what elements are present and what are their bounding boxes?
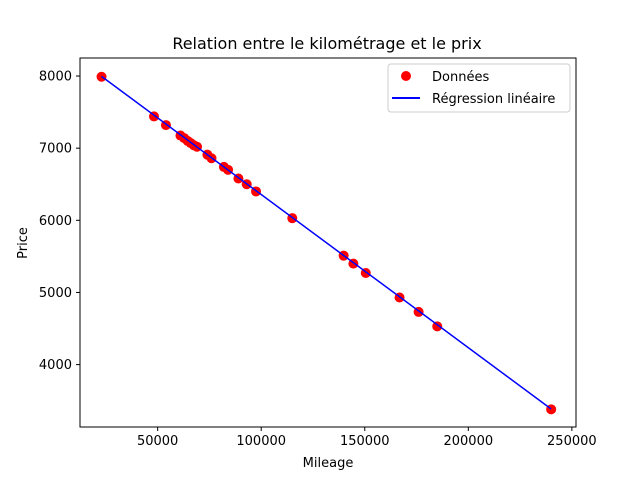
chart-title: Relation entre le kilométrage et le prix	[172, 34, 481, 53]
data-point	[432, 321, 443, 332]
legend: Données Régression linéaire	[387, 63, 571, 113]
x-axis: 50000 100000 150000 200000 250000	[137, 427, 597, 449]
y-tick-label: 6000	[39, 214, 72, 229]
x-tick-label: 100000	[236, 434, 286, 449]
x-tick-label: 150000	[340, 434, 390, 449]
legend-scatter-marker	[401, 71, 411, 81]
y-tick-label: 8000	[39, 70, 72, 85]
y-tick-label: 7000	[39, 142, 72, 157]
axes-frame	[79, 57, 577, 428]
y-tick-label: 4000	[39, 358, 72, 373]
legend-box	[387, 63, 571, 113]
x-axis-label: Mileage	[303, 456, 354, 471]
regression-line	[101, 75, 552, 410]
x-tick-label: 50000	[137, 434, 178, 449]
y-tick-label: 5000	[39, 286, 72, 301]
x-tick-label: 200000	[443, 434, 493, 449]
x-tick-label: 250000	[547, 434, 597, 449]
legend-entry-data: Données	[432, 70, 489, 85]
y-axis: 4000 5000 6000 7000 8000	[39, 70, 80, 373]
y-axis-label: Price	[16, 227, 31, 259]
plot-area	[79, 57, 577, 428]
legend-entry-regression: Régression linéaire	[432, 92, 555, 107]
